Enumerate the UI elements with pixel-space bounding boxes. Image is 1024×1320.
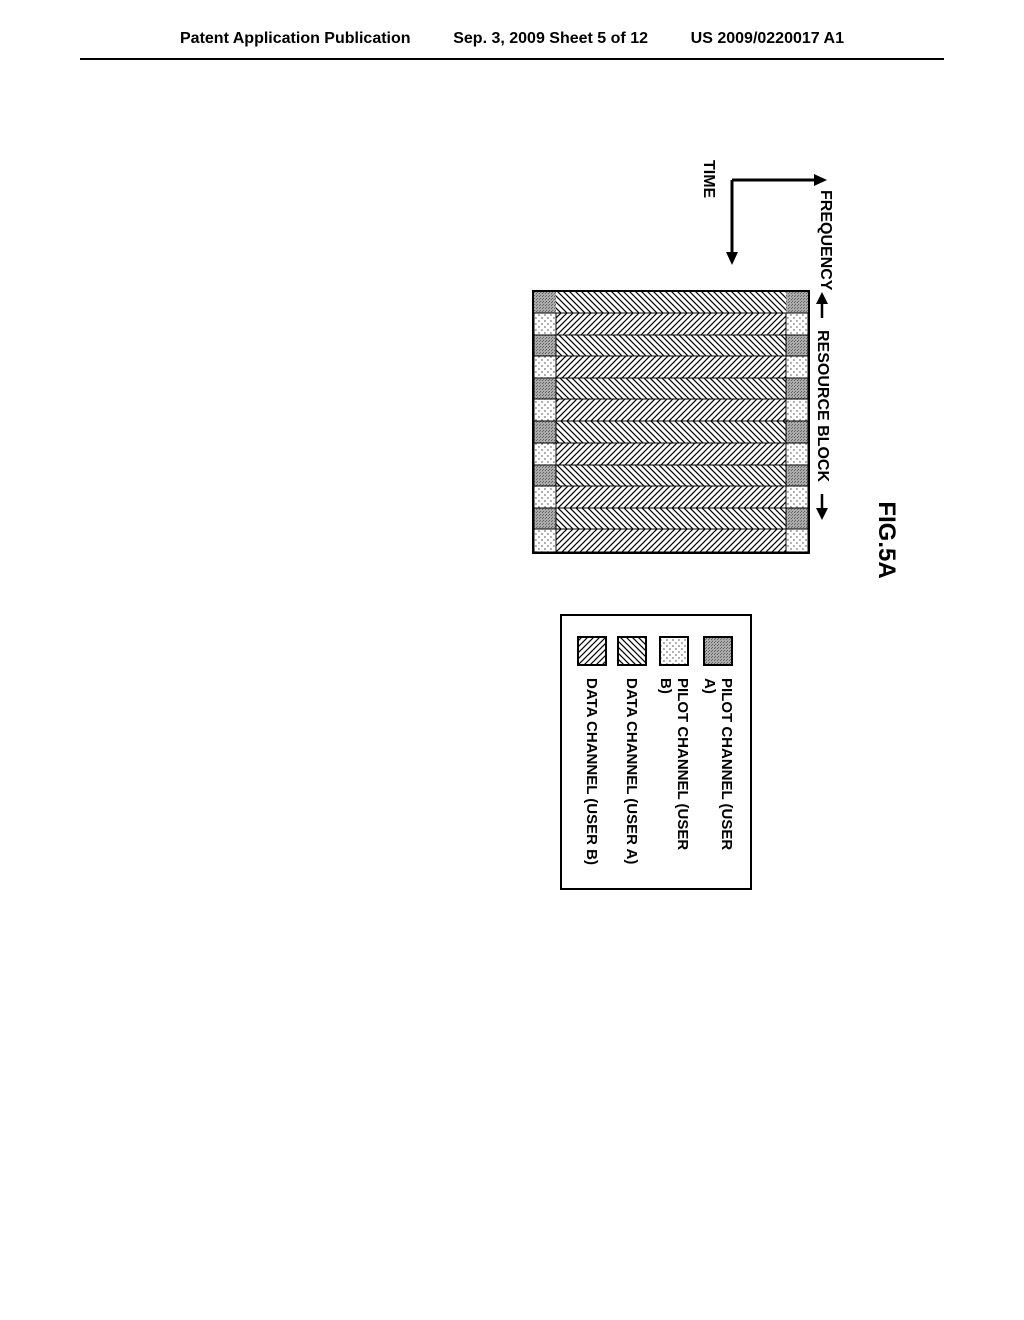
figure-wrapper: FIG.5A FREQUENCY TIME RESOUR: [100, 190, 900, 890]
grid-row: [556, 292, 786, 552]
chart-section: RESOURCE BLOCK: [532, 290, 832, 554]
header-right: US 2009/0220017 A1: [691, 30, 844, 48]
legend-swatch-pilot-a: [703, 636, 733, 666]
resource-block-label: RESOURCE BLOCK: [813, 330, 831, 482]
frequency-label: FREQUENCY: [816, 190, 834, 290]
header-center: Sep. 3, 2009 Sheet 5 of 12: [453, 30, 648, 48]
legend-item: DATA CHANNEL (USER A): [617, 636, 647, 868]
legend-item: PILOT CHANNEL (USER A): [701, 636, 735, 868]
arrow-left-icon: [812, 290, 832, 320]
resource-grid: [532, 290, 810, 554]
grid-row: [786, 292, 808, 552]
figure-title: FIG.5A: [872, 190, 900, 890]
legend-item: PILOT CHANNEL (USER B): [657, 636, 691, 868]
axis-origin: FREQUENCY TIME: [707, 160, 832, 280]
legend-label: PILOT CHANNEL (USER A): [701, 678, 735, 868]
legend-label: DATA CHANNEL (USER A): [624, 678, 641, 864]
page-header: Patent Application Publication Sep. 3, 2…: [80, 0, 944, 60]
grid-row: [534, 292, 556, 552]
legend-swatch-data-a: [617, 636, 647, 666]
legend-swatch-data-b: [577, 636, 607, 666]
time-label: TIME: [699, 160, 717, 198]
legend-swatch-pilot-b: [659, 636, 689, 666]
legend-label: PILOT CHANNEL (USER B): [657, 678, 691, 868]
header-left: Patent Application Publication: [180, 30, 411, 48]
legend-box: PILOT CHANNEL (USER A) PILOT CHANNEL (US…: [560, 614, 752, 890]
arrow-right-icon: [812, 492, 832, 522]
legend-item: DATA CHANNEL (USER B): [577, 636, 607, 868]
legend-label: DATA CHANNEL (USER B): [584, 678, 601, 865]
